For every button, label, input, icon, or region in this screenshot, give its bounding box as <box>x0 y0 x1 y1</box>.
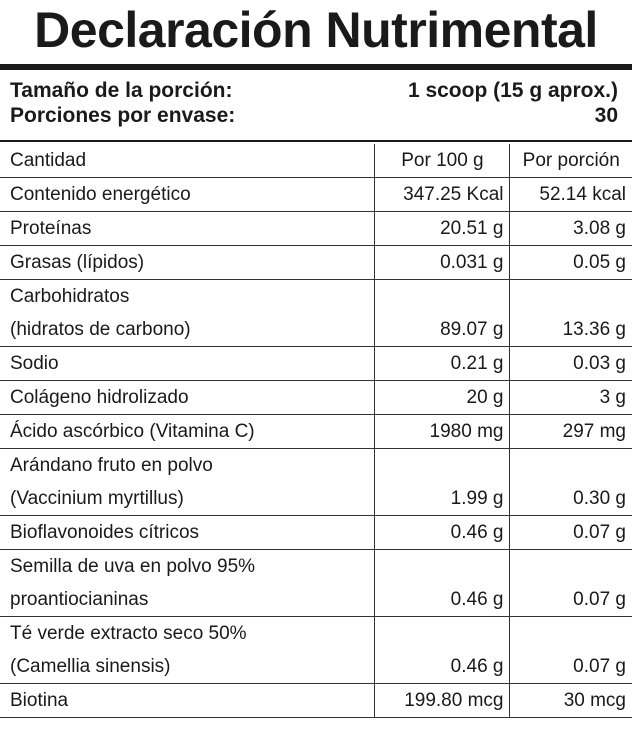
thick-rule <box>0 64 632 70</box>
per-portion: 0.07 g <box>509 549 632 617</box>
name-line: (Camellia sinensis) <box>10 656 171 677</box>
nutrient-name: Sodio <box>0 346 375 381</box>
nutrient-name: Carbohidratos (hidratos de carbono) <box>0 279 375 347</box>
nutrient-name: Semilla de uva en polvo 95% proantiociani… <box>0 549 375 617</box>
per-portion: 3.08 g <box>509 211 632 246</box>
per-portion: 0.05 g <box>509 245 632 280</box>
name-line: Biotina <box>10 690 69 711</box>
nutrient-name: Bioflavonoides cítricos <box>0 515 375 550</box>
per-100g: 0.46 g <box>374 515 510 550</box>
nutrient-row: Contenido energético 347.25 Kcal 52.14 kca… <box>0 177 632 212</box>
header-row: Cantidad Por 100 g Por porción <box>0 144 632 178</box>
per-100g: 0.46 g <box>374 616 510 684</box>
nutrient-name: Colágeno hidrolizado <box>0 380 375 415</box>
per-portion: 0.03 g <box>509 346 632 381</box>
per-100g: 20 g <box>374 380 510 415</box>
name-line: Arándano fruto en polvo <box>10 455 213 476</box>
name-line: Ácido ascórbico (Vitamina C) <box>10 421 255 442</box>
nutrient-row: Bioflavonoides cítricos 0.46 g 0.07 g <box>0 515 632 550</box>
serving-label: Porciones por envase: <box>10 104 236 127</box>
nutrient-name: Ácido ascórbico (Vitamina C) <box>0 414 375 449</box>
per-100g: 1980 mg <box>374 414 510 449</box>
serving-value: 1 scoop (15 g aprox.) <box>407 79 618 102</box>
name-line: Contenido energético <box>10 184 191 205</box>
per-portion: 3 g <box>509 380 632 415</box>
per-portion: 13.36 g <box>509 279 632 347</box>
serving-value: 30 <box>594 104 618 127</box>
name-line: Grasas (lípidos) <box>10 252 145 273</box>
per-100g: 89.07 g <box>374 279 510 347</box>
rule <box>0 140 632 142</box>
name-line: (Vaccinium myrtillus) <box>10 488 184 509</box>
nutrient-name: Biotina <box>0 683 375 718</box>
serving-row: Tamaño de la porción: 1 scoop (15 g aprox… <box>10 78 618 103</box>
nutrient-row: Proteínas 20.51 g 3.08 g <box>0 211 632 246</box>
per-100g: 20.51 g <box>374 211 510 246</box>
per-100g: 1.99 g <box>374 448 510 516</box>
nutrient-name: Arándano fruto en polvo (Vaccinium myrtil… <box>0 448 375 516</box>
nutrient-name: Contenido energético <box>0 177 375 212</box>
nutrient-row: Biotina 199.80 mcg 30 mcg <box>0 683 632 718</box>
title: Declaración Nutrimental <box>34 2 598 58</box>
nutrition-table: Cantidad Por 100 g Por porción Contenido en… <box>0 144 632 718</box>
per-portion: 30 mcg <box>509 683 632 718</box>
per-100g: 0.46 g <box>374 549 510 617</box>
name-line: proantiocianinas <box>10 589 149 610</box>
serving-row: Porciones por envase: 30 <box>10 103 618 128</box>
header-cell: Cantidad <box>0 144 375 178</box>
per-100g: 0.031 g <box>374 245 510 280</box>
per-portion: 52.14 kcal <box>509 177 632 212</box>
header-cell: Por 100 g <box>374 144 510 178</box>
nutrient-name: Grasas (lípidos) <box>0 245 375 280</box>
nutrient-name: Proteínas <box>0 211 375 246</box>
name-line: Sodio <box>10 353 59 374</box>
per-portion: 0.07 g <box>509 616 632 684</box>
name-line: Bioflavonoides cítricos <box>10 522 200 543</box>
per-100g: 347.25 Kcal <box>374 177 510 212</box>
header-cell: Por porción <box>509 144 632 178</box>
name-line: Té verde extracto seco 50% <box>10 623 247 644</box>
per-100g: 199.80 mcg <box>374 683 510 718</box>
name-line: Proteínas <box>10 218 92 239</box>
nutrient-row: Grasas (lípidos) 0.031 g 0.05 g <box>0 245 632 280</box>
nutrient-row: Arándano fruto en polvo (Vaccinium myrtil… <box>0 448 632 516</box>
nutrient-row: Té verde extracto seco 50% (Camellia sine… <box>0 616 632 684</box>
nutrient-row: Semilla de uva en polvo 95% proantiociani… <box>0 549 632 617</box>
name-line: Colágeno hidrolizado <box>10 387 189 408</box>
name-line: (hidratos de carbono) <box>10 319 191 340</box>
per-100g: 0.21 g <box>374 346 510 381</box>
name-line: Carbohidratos <box>10 286 130 307</box>
nutrient-name: Té verde extracto seco 50% (Camellia sine… <box>0 616 375 684</box>
per-portion: 297 mg <box>509 414 632 449</box>
per-portion: 0.07 g <box>509 515 632 550</box>
serving-info: Tamaño de la porción: 1 scoop (15 g aprox… <box>10 78 618 128</box>
nutrient-row: Sodio 0.21 g 0.03 g <box>0 346 632 381</box>
name-line: Semilla de uva en polvo 95% <box>10 556 256 577</box>
per-portion: 0.30 g <box>509 448 632 516</box>
nutrient-row: Ácido ascórbico (Vitamina C) 1980 mg 297 m… <box>0 414 632 449</box>
serving-label: Tamaño de la porción: <box>10 79 233 102</box>
nutrient-row: Carbohidratos (hidratos de carbono) 89.07 … <box>0 279 632 347</box>
